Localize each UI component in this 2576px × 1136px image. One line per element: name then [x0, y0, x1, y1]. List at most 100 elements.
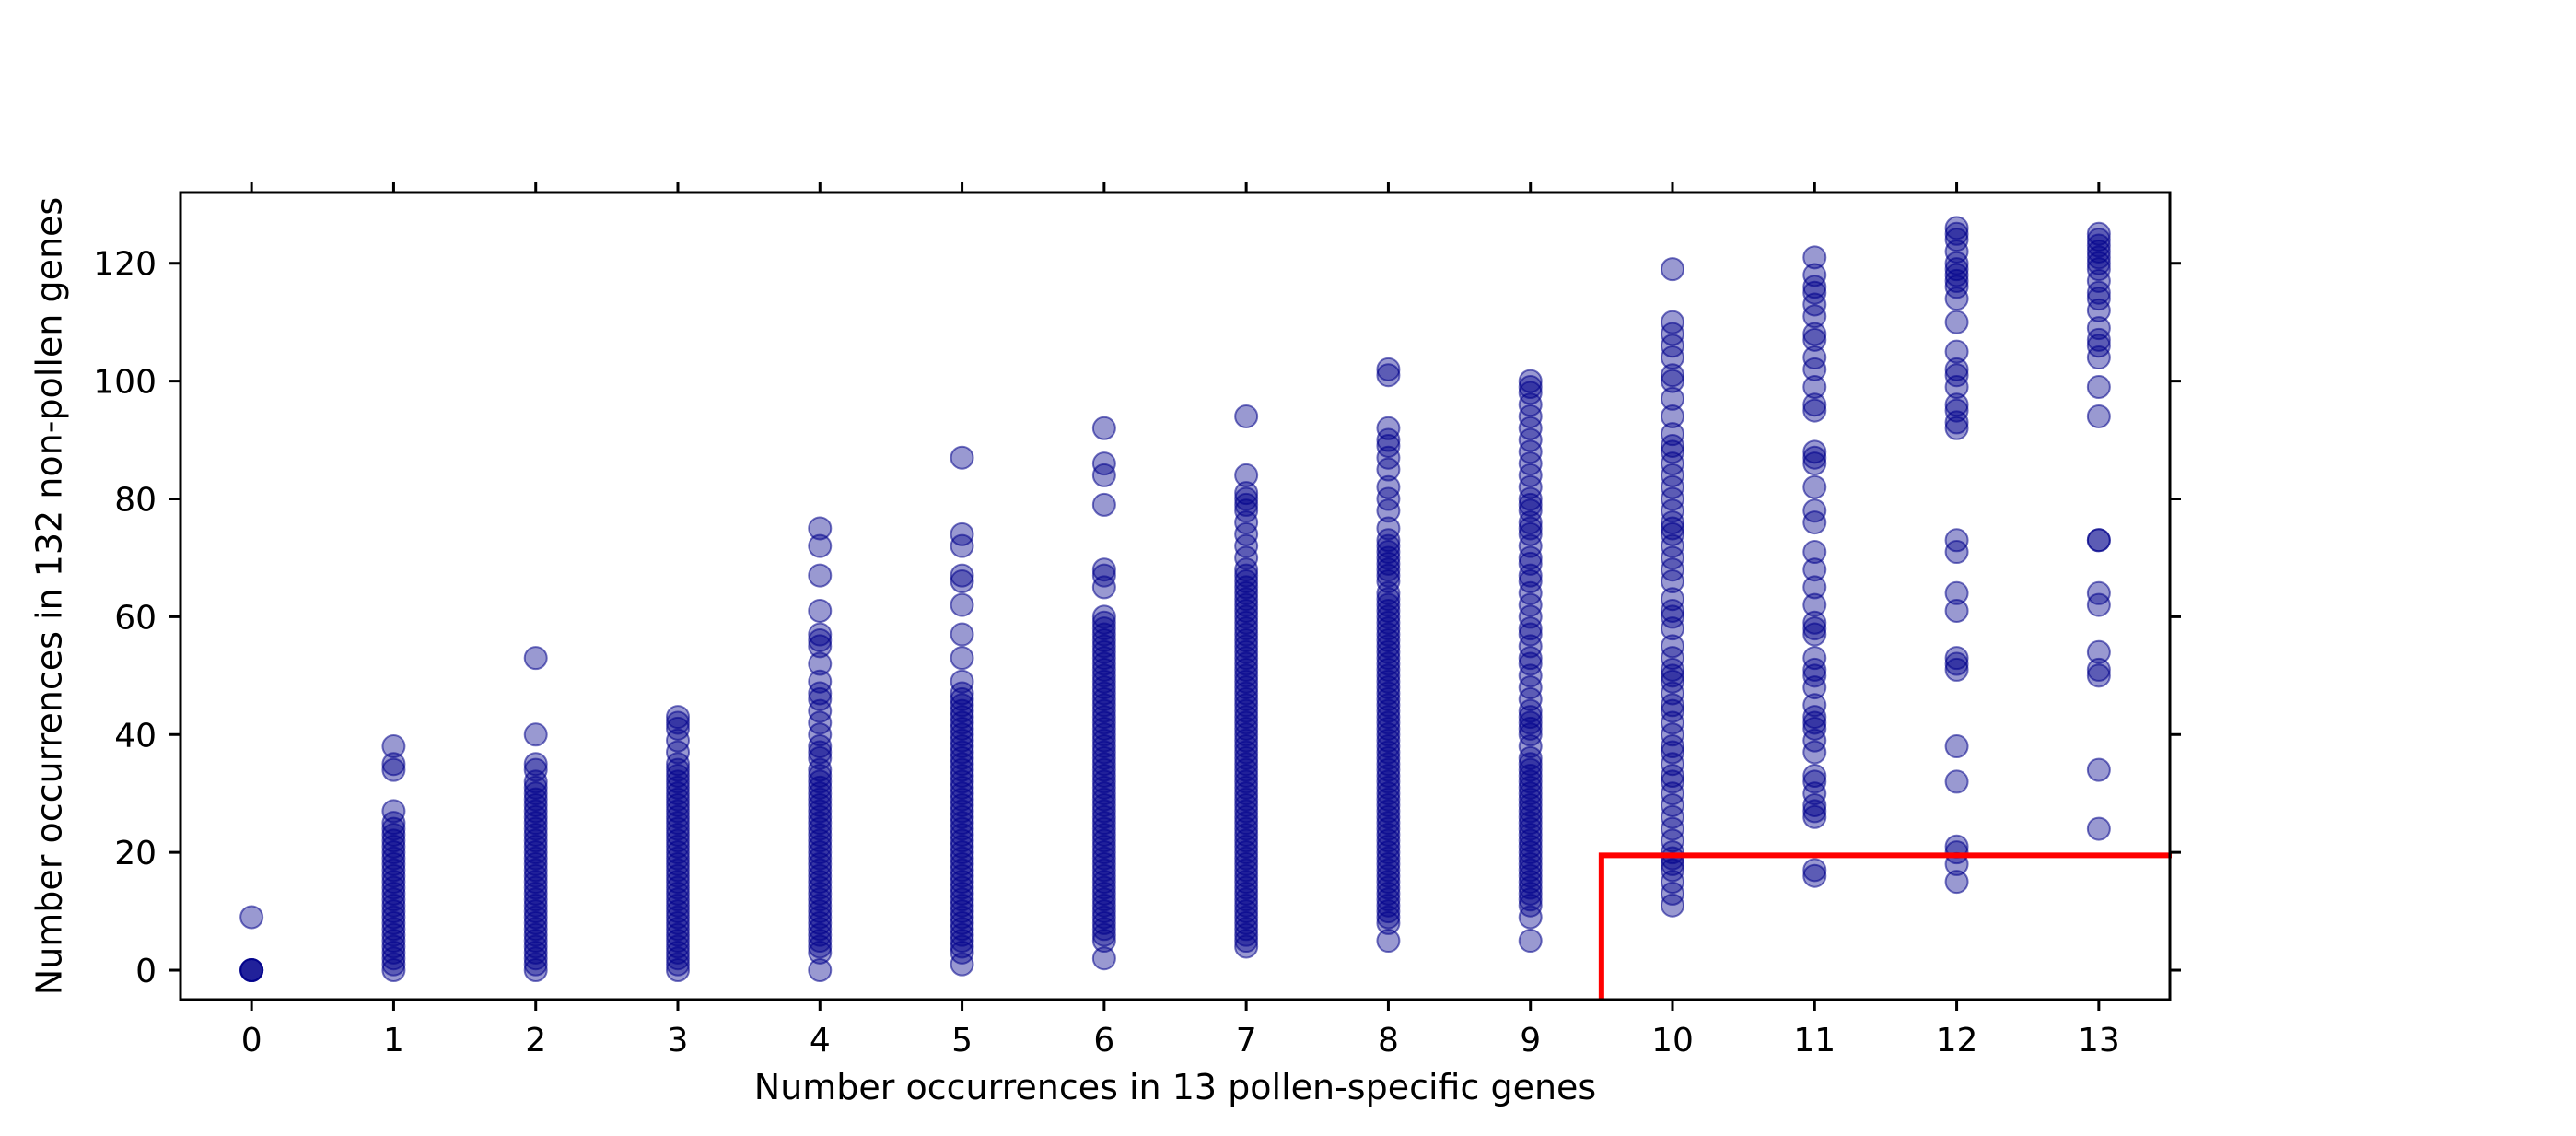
data-point — [1091, 451, 1116, 476]
data-point — [1518, 551, 1543, 576]
data-point — [523, 722, 548, 747]
data-point — [2086, 580, 2111, 605]
data-point — [1944, 528, 1969, 553]
y-axis-title: Number occurrences in 132 non-pollen gen… — [29, 197, 70, 995]
data-point — [1518, 516, 1543, 541]
x-tick-label: 6 — [1093, 1022, 1114, 1060]
data-point — [1802, 557, 1827, 582]
data-point — [1802, 327, 1827, 352]
data-point — [1802, 616, 1827, 641]
data-point — [1661, 663, 1684, 688]
data-point — [1944, 221, 1969, 246]
data-point — [666, 757, 690, 782]
data-point — [2086, 221, 2111, 246]
data-point — [1944, 870, 1969, 895]
data-point — [666, 710, 690, 735]
data-point — [1376, 363, 1401, 388]
threshold-line — [1598, 852, 2172, 1000]
data-point — [808, 598, 833, 623]
data-point — [1376, 587, 1401, 612]
data-point — [1091, 946, 1116, 971]
data-point — [1802, 610, 1827, 635]
data-point — [1802, 474, 1827, 499]
data-point — [1376, 474, 1401, 499]
data-point — [1802, 646, 1827, 671]
data-point — [1802, 764, 1827, 789]
data-point — [2086, 816, 2111, 841]
data-point — [950, 569, 974, 594]
data-point — [2086, 334, 2111, 358]
data-point — [2086, 316, 2111, 341]
y-tick-label: 20 — [114, 835, 157, 872]
data-point — [1518, 369, 1543, 393]
data-point — [1376, 433, 1401, 458]
data-point — [1802, 498, 1827, 523]
y-tick-label: 80 — [114, 481, 157, 519]
data-point — [1802, 375, 1827, 400]
data-point — [1802, 392, 1827, 417]
data-point — [1944, 339, 1969, 364]
data-point — [1802, 663, 1827, 688]
data-points — [239, 216, 2111, 983]
data-point — [808, 686, 833, 711]
data-point — [808, 627, 833, 652]
data-point — [808, 740, 833, 765]
x-tick-label: 11 — [1793, 1022, 1836, 1060]
data-point — [808, 533, 833, 558]
data-point — [950, 563, 974, 588]
data-point — [381, 734, 406, 759]
data-point — [1802, 863, 1827, 888]
x-tick-label: 3 — [668, 1022, 689, 1060]
data-point — [1376, 516, 1401, 541]
data-point — [2086, 663, 2111, 688]
data-point — [1234, 563, 1259, 588]
data-point — [1802, 540, 1827, 565]
data-point — [2086, 375, 2111, 400]
data-point — [1518, 622, 1543, 647]
x-tick-label: 1 — [383, 1022, 404, 1060]
data-point — [1944, 646, 1969, 671]
data-point — [1661, 769, 1684, 794]
data-point — [1661, 587, 1684, 612]
data-point — [1518, 492, 1543, 517]
data-point — [1661, 422, 1684, 447]
data-point — [381, 757, 406, 782]
data-point — [1661, 740, 1684, 765]
data-point — [1944, 392, 1969, 417]
data-point — [950, 445, 974, 470]
data-point — [1091, 416, 1116, 440]
data-point — [1802, 693, 1827, 718]
data-point — [1518, 569, 1543, 594]
y-axis: 0 20 40 60 80 100 120 — [93, 246, 2181, 990]
data-point — [1802, 263, 1827, 287]
x-tick-label: 0 — [241, 1022, 262, 1060]
x-tick-label: 12 — [1936, 1022, 1978, 1060]
data-point — [1661, 698, 1684, 723]
data-point — [666, 705, 690, 730]
x-tick-label: 13 — [2078, 1022, 2120, 1060]
data-point — [381, 752, 406, 777]
data-point — [1518, 929, 1543, 954]
data-point — [239, 958, 264, 983]
data-point — [808, 669, 833, 694]
data-point — [1802, 398, 1827, 423]
data-point — [1661, 439, 1684, 464]
data-point — [2086, 639, 2111, 664]
y-tick-label: 120 — [93, 246, 157, 284]
data-point — [523, 757, 548, 782]
data-point — [239, 905, 264, 930]
data-point — [523, 752, 548, 777]
data-point — [1802, 439, 1827, 464]
data-point — [1802, 710, 1827, 735]
data-point — [950, 592, 974, 617]
data-point — [950, 646, 974, 671]
data-point — [1376, 533, 1401, 558]
data-point — [2086, 528, 2111, 553]
data-point — [808, 958, 833, 983]
data-point — [381, 816, 406, 841]
data-point — [950, 669, 974, 694]
data-point — [1091, 563, 1116, 588]
data-point — [808, 516, 833, 541]
data-point — [1661, 363, 1684, 388]
